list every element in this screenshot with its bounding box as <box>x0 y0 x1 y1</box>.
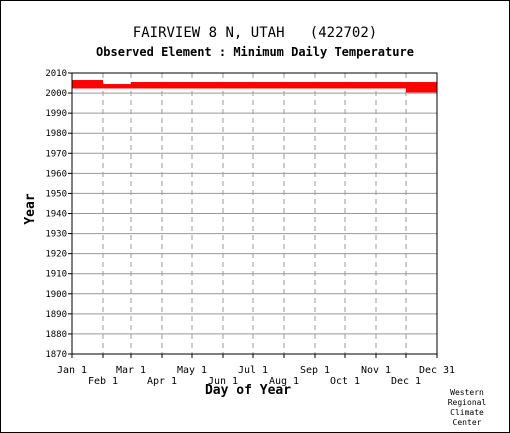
chart-subtitle: Observed Element : Minimum Daily Tempera… <box>96 45 414 59</box>
x-tick-label: Sep 1 <box>300 365 330 376</box>
data-bars <box>72 80 437 93</box>
x-tick-label: Jan 1 <box>57 365 87 376</box>
x-axis-label: Day of Year <box>205 383 291 398</box>
y-tick-label: 1990 <box>45 109 67 119</box>
credit-line: Regional <box>447 398 487 407</box>
y-tick-label: 1960 <box>45 169 67 179</box>
data-bar <box>131 82 437 85</box>
x-tick-label: Oct 1 <box>330 376 360 387</box>
y-tick-label: 1920 <box>45 250 67 260</box>
data-bar <box>406 90 437 93</box>
y-tick-label: 1870 <box>45 350 67 360</box>
data-bar <box>72 86 437 89</box>
x-tick-label: Dec 31 <box>419 365 455 376</box>
y-axis-label: Year <box>23 193 38 224</box>
data-bar <box>72 82 103 85</box>
y-tick-label: 1980 <box>45 129 67 139</box>
y-tick-label: 1970 <box>45 149 67 159</box>
data-bar <box>406 88 437 91</box>
wrcc-credit: Western Regional Climate Center <box>437 388 497 428</box>
grid-lines <box>71 72 438 355</box>
x-tick-label: Mar 1 <box>116 365 146 376</box>
x-tick-label: Feb 1 <box>88 376 118 387</box>
credit-line: Climate <box>450 408 484 417</box>
data-bar <box>72 80 103 83</box>
chart-title: FAIRVIEW 8 N, UTAH (422702) <box>132 25 378 41</box>
x-tick-label: Jul 1 <box>238 365 268 376</box>
y-tick-label: 1880 <box>45 330 67 340</box>
y-tick-label: 1900 <box>45 290 67 300</box>
y-tick-labels: 1870 1880 1890 1900 1910 1920 1930 1940 1950 1960… <box>45 69 72 360</box>
y-tick-label: 1910 <box>45 270 67 280</box>
credit-line: Western <box>450 388 484 397</box>
credit-line: Center <box>452 418 482 427</box>
x-tick-label: Jun 1 <box>208 376 238 387</box>
y-tick-label: 1940 <box>45 210 67 220</box>
y-tick-label: 1890 <box>45 310 67 320</box>
x-tick-label: Dec 1 <box>391 376 421 387</box>
y-tick-label: 2010 <box>45 69 67 79</box>
x-tick-label: Nov 1 <box>361 365 391 376</box>
x-tick-label: Apr 1 <box>147 376 177 387</box>
y-tick-label: 2000 <box>45 89 67 99</box>
data-bar <box>72 84 437 87</box>
y-tick-label: 1950 <box>45 189 67 199</box>
y-tick-label: 1930 <box>45 230 67 240</box>
x-tick-label: Aug 1 <box>269 376 299 387</box>
x-tick-label: May 1 <box>177 365 207 376</box>
